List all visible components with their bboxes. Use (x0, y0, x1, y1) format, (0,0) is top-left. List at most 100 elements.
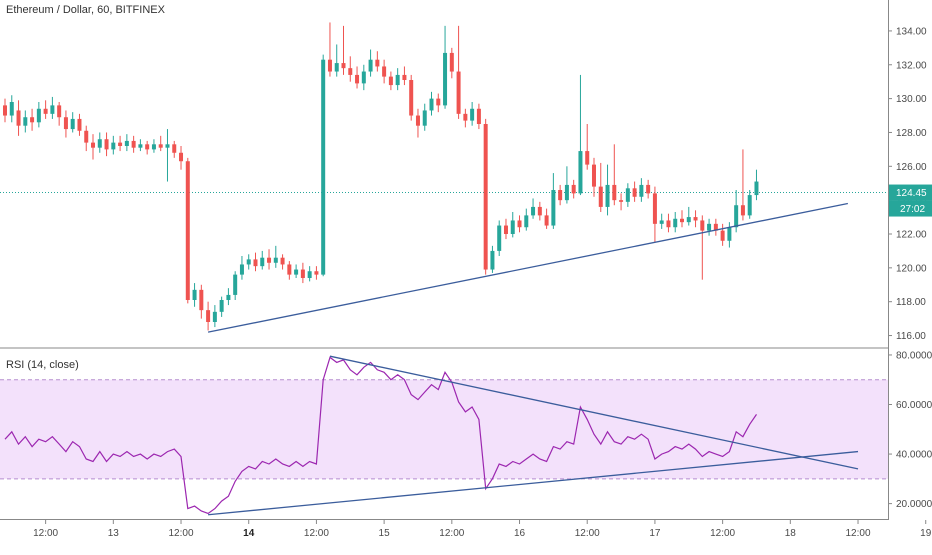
candle (415, 108, 420, 138)
candle (598, 162, 603, 212)
rsi-chart-title: RSI (14, close) (6, 359, 79, 371)
candle-body (84, 130, 89, 143)
candle-body (206, 310, 211, 322)
candle (558, 184, 563, 206)
candle (111, 135, 116, 155)
candle (531, 198, 536, 219)
price-tick-label: 132.00 (896, 60, 927, 71)
candle (402, 66, 407, 86)
time-tick-label: 12:00 (439, 528, 464, 539)
candle-body (63, 117, 68, 130)
candle-body (341, 63, 346, 69)
price-chart-title: Ethereum / Dollar, 60, BITFINEX (6, 4, 165, 16)
candle (16, 100, 21, 136)
candle-body (91, 142, 96, 148)
candle (382, 59, 387, 84)
candle (138, 139, 143, 152)
rsi-tick-label: 60.0000 (896, 400, 932, 411)
candle-body (747, 195, 752, 216)
candle (300, 262, 305, 284)
candle (3, 98, 7, 123)
candle (686, 206, 691, 226)
candle (551, 173, 556, 229)
candle-body (97, 139, 102, 148)
candle-body (185, 161, 190, 300)
candle (544, 208, 549, 229)
candle-body (131, 140, 136, 148)
price-tick-label: 120.00 (896, 263, 927, 274)
candle-body (118, 142, 123, 146)
candle (639, 178, 644, 202)
candle (185, 157, 190, 304)
candle-body (571, 184, 576, 194)
last-price-badge (889, 184, 932, 201)
candle-body (415, 115, 420, 126)
candle-body (361, 71, 366, 84)
time-tick-label: 14 (243, 528, 255, 539)
candle-body (490, 250, 495, 270)
candle-body (43, 108, 48, 114)
candle (287, 261, 292, 280)
candle-body (3, 105, 7, 116)
candle (537, 201, 542, 221)
candle-body (77, 118, 82, 131)
candle-body (36, 108, 41, 123)
candle (91, 134, 96, 160)
candle (619, 193, 624, 211)
candle (713, 218, 718, 236)
rsi-resistance-trendline (329, 355, 859, 470)
candle (145, 140, 150, 155)
candle-body (30, 117, 35, 123)
candle-body (686, 217, 691, 223)
candle-body (327, 59, 332, 72)
candle (666, 213, 671, 233)
candle-body (700, 220, 705, 231)
candle (294, 264, 299, 278)
candle-body (429, 98, 434, 111)
candle-body (348, 68, 353, 75)
candle (652, 186, 657, 243)
candle-body (673, 218, 678, 228)
candle (57, 102, 62, 126)
candle-body (436, 98, 441, 106)
candle (497, 220, 502, 256)
candle (307, 266, 312, 282)
candle-body (355, 74, 360, 84)
candle-body (253, 259, 258, 267)
candle (571, 179, 576, 199)
time-tick-label: 13 (108, 528, 120, 539)
candle (273, 245, 278, 268)
candle (436, 93, 441, 113)
candle-body (612, 184, 617, 201)
countdown-label: 27:02 (900, 204, 925, 215)
candle (680, 210, 684, 228)
candle (260, 250, 265, 270)
candle-body (124, 140, 129, 146)
candle (341, 25, 346, 75)
candle (375, 51, 380, 72)
rsi-trendlines (208, 355, 859, 516)
candle-body (598, 186, 603, 207)
rsi-tick-label: 20.0000 (896, 499, 932, 510)
candle-body (740, 205, 745, 216)
candle-body (165, 144, 170, 148)
candle (219, 296, 224, 317)
candle (239, 256, 244, 280)
candle-body (524, 215, 529, 228)
candle (253, 252, 258, 272)
rsi-tick-label: 80.0000 (896, 350, 932, 361)
candle (422, 103, 427, 131)
candle (388, 71, 393, 91)
candle-body (652, 193, 657, 224)
candle (463, 108, 468, 128)
price-tick-label: 128.00 (896, 128, 927, 139)
candle-body (199, 289, 204, 311)
candle (131, 135, 136, 153)
candle-series (3, 22, 759, 331)
candle (625, 183, 630, 207)
candle-body (713, 223, 718, 231)
candle-body (294, 269, 299, 275)
candle-body (280, 257, 285, 265)
rsi-panel (0, 379, 888, 480)
